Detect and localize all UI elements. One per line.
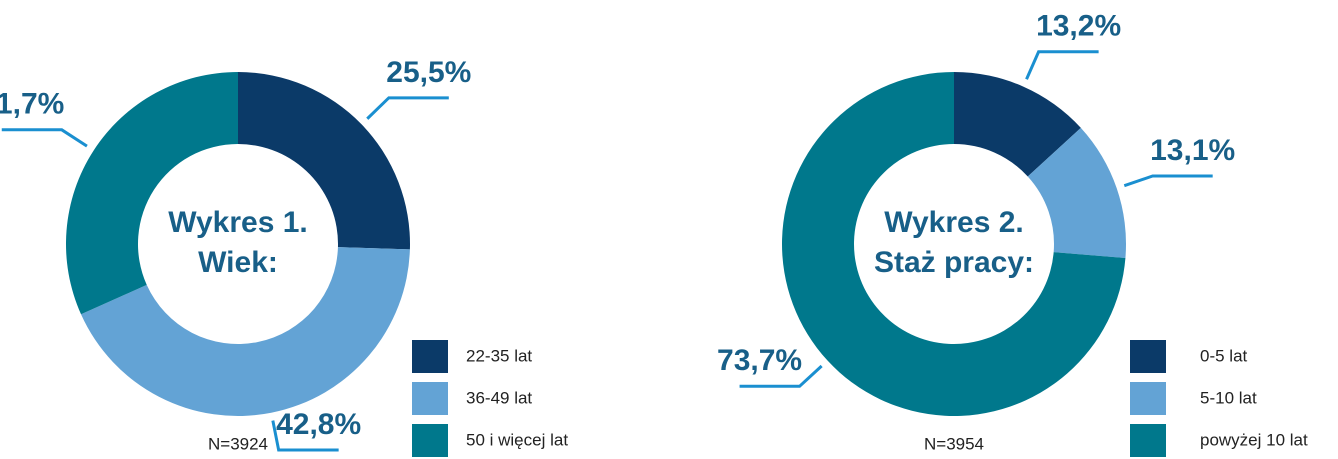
- value-label: 73,7%: [717, 344, 802, 377]
- legend-label: 5-10 lat: [1200, 388, 1257, 407]
- legend-label: 22-35 lat: [466, 346, 532, 365]
- leader-line: [1025, 50, 1099, 80]
- leader-line: [1, 128, 88, 148]
- value-label: 42,8%: [276, 408, 361, 441]
- legend-swatch: [412, 382, 448, 415]
- donut-segment: [954, 72, 1081, 177]
- donut-segment: [781, 72, 1126, 416]
- legend-swatch: [412, 340, 448, 373]
- annotation: N=3924: [208, 434, 268, 453]
- donut-segment: [238, 72, 411, 250]
- legend-label: 36-49 lat: [466, 388, 532, 407]
- leader-line: [271, 420, 339, 452]
- donut-segment: [81, 247, 410, 416]
- value-label: 31,7%: [0, 88, 64, 121]
- donut-segment: [66, 72, 238, 315]
- legend-swatch: [1130, 424, 1166, 457]
- legend-swatch: [1130, 382, 1166, 415]
- donut-segment: [1027, 127, 1126, 259]
- chart-title: Wykres 2.: [884, 206, 1024, 239]
- chart-title: Wykres 1.: [168, 206, 308, 239]
- legend-label: 50 i więcej lat: [466, 430, 568, 449]
- leader-line: [366, 96, 449, 120]
- chart-title: Wiek:: [198, 246, 278, 279]
- legend-label: 0-5 lat: [1200, 346, 1248, 365]
- chart-title: Staż pracy:: [874, 246, 1034, 279]
- value-label: 13,1%: [1150, 134, 1235, 167]
- legend-swatch: [1130, 340, 1166, 373]
- legend-label: powyżej 10 lat: [1200, 430, 1308, 449]
- legend-swatch: [412, 424, 448, 457]
- value-label: 13,2%: [1036, 10, 1121, 43]
- annotation: N=3954: [924, 434, 984, 453]
- value-label: 25,5%: [386, 56, 471, 89]
- leader-line: [1123, 174, 1213, 188]
- leader-line: [739, 364, 823, 388]
